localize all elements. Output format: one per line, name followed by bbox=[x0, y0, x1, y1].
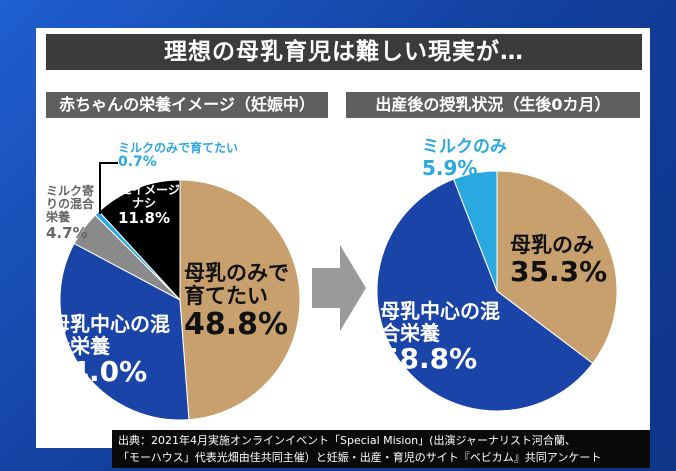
leader-line bbox=[99, 162, 118, 214]
arrow-icon bbox=[312, 245, 366, 331]
slice-label: ミルク寄りの混合栄養 4.7% bbox=[46, 184, 95, 242]
pie-slice bbox=[98, 179, 181, 302]
slice-label: 母乳のみ 35.3% bbox=[510, 233, 608, 289]
pie-slice bbox=[59, 242, 190, 421]
left-chart-title: 赤ちゃんの栄養イメージ（妊娠中） bbox=[46, 92, 328, 118]
pie-slice bbox=[496, 170, 618, 365]
slice-label: 母乳中心の混合栄養 34.0% bbox=[50, 312, 170, 388]
pie-slice bbox=[179, 179, 301, 421]
slice-label: ミルクのみ 5.9% bbox=[422, 137, 507, 180]
pie-slice bbox=[376, 178, 594, 412]
slice-label: 母乳中心の混合栄養 58.8% bbox=[380, 299, 500, 375]
slice-label: 母乳のみで育てたい 48.8% bbox=[184, 261, 289, 343]
right-chart-title: 出産後の授乳状況（生後0カ月） bbox=[346, 92, 640, 118]
slice-label: 特にイメージナシ 11.8% bbox=[108, 183, 180, 228]
source-note: 出典：2021年4月実施オンラインイベント「Special Mision」(出演… bbox=[112, 430, 650, 468]
page-title: 理想の母乳育児は難しい現実が… bbox=[46, 34, 642, 70]
slice-label: ミルクのみで育てたい 0.7% bbox=[118, 141, 239, 171]
